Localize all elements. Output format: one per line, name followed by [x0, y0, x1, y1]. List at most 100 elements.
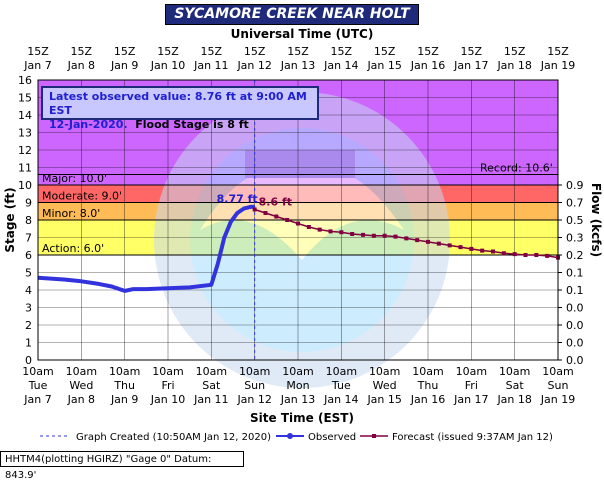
forecast-point — [350, 232, 355, 236]
chart-title: SYCAMORE CREEK NEAR HOLT — [165, 4, 419, 25]
bottom-tick-time: 10am — [152, 365, 183, 378]
observed-peak-label: 8.77 ft — [217, 193, 258, 206]
latest-value-line1: Latest observed value: 8.76 ft at 9:00 A… — [49, 90, 307, 117]
threshold-label-major: Major: 10.0' — [42, 172, 107, 185]
top-tick-utc: 15Z — [461, 45, 483, 58]
y-tick-label: 14 — [18, 109, 32, 122]
left-axis-label: Stage (ft) — [3, 187, 17, 252]
bottom-tick-date: Jan 11 — [193, 393, 228, 406]
forecast-point — [436, 241, 441, 246]
bottom-tick-time: 10am — [369, 365, 400, 378]
flow-tick-label: 0.5 — [566, 214, 584, 227]
y-tick-label: 4 — [25, 284, 32, 297]
bottom-tick-day: Sat — [506, 379, 525, 392]
threshold-label-moderate: Moderate: 9.0' — [42, 190, 122, 203]
top-tick-utc: 15Z — [244, 45, 266, 58]
forecast-point — [296, 221, 300, 226]
top-tick-utc: 15Z — [201, 45, 223, 58]
top-tick-utc: 15Z — [27, 45, 49, 58]
bottom-tick-day: Sun — [548, 379, 569, 392]
y-tick-label: 7 — [25, 232, 32, 245]
forecast-point — [458, 245, 463, 250]
forecast-point — [339, 230, 344, 235]
bottom-tick-date: Jan 7 — [23, 393, 51, 406]
threshold-label-minor: Minor: 8.0' — [42, 207, 100, 220]
y-tick-label: 12 — [18, 144, 32, 157]
forecast-point — [285, 218, 290, 222]
forecast-point — [382, 233, 387, 238]
forecast-point — [415, 238, 420, 243]
top-tick-date: Jan 18 — [496, 59, 531, 72]
top-tick-date: Jan 7 — [23, 59, 51, 72]
top-tick-date: Jan 12 — [236, 59, 271, 72]
legend-observed-label: Observed — [308, 432, 356, 443]
forecast-start-label: 8.6 ft — [259, 196, 292, 209]
bottom-tick-time: 10am — [326, 365, 357, 378]
bottom-tick-time: 10am — [239, 365, 270, 378]
bottom-tick-day: Tue — [28, 379, 48, 392]
bottom-tick-day: Thu — [417, 379, 439, 392]
bottom-tick-date: Jan 14 — [323, 393, 358, 406]
forecast-point — [534, 253, 539, 257]
forecast-point — [469, 246, 474, 251]
forecast-point — [317, 227, 322, 232]
flood-stage-text: Flood Stage is 8 ft — [135, 118, 249, 131]
bottom-tick-time: 10am — [542, 365, 573, 378]
seal-noaa-block — [245, 150, 355, 178]
top-tick-utc: 15Z — [71, 45, 93, 58]
bottom-tick-day: Fri — [465, 379, 478, 392]
flow-tick-label: 0.7 — [566, 197, 584, 210]
gage-datum-footer: HHTM4(plotting HGIRZ) "Gage 0" Datum: 84… — [0, 451, 244, 481]
latest-value-box: Latest observed value: 8.76 ft at 9:00 A… — [41, 86, 319, 131]
top-tick-date: Jan 16 — [410, 59, 445, 72]
bottom-tick-date: Jan 9 — [110, 393, 138, 406]
y-tick-label: 10 — [18, 179, 32, 192]
flow-tick-label: 0.0 — [566, 337, 584, 350]
y-tick-label: 5 — [25, 267, 32, 280]
bottom-tick-date: Jan 13 — [280, 393, 315, 406]
top-tick-date: Jan 8 — [67, 59, 95, 72]
bottom-tick-time: 10am — [109, 365, 140, 378]
bottom-tick-day: Thu — [113, 379, 135, 392]
seal-bird-shape — [200, 169, 404, 260]
threshold-label-record: Record: 10.6' — [480, 162, 553, 175]
bottom-axis-label: Site Time (EST) — [250, 411, 354, 425]
hydrograph-chart: Action: 6.0' Minor: 8.0' Moderate: 9.0' Maj… — [3, 27, 603, 443]
noaa-seal-watermark — [154, 92, 450, 388]
observed-series-line — [37, 204, 255, 293]
bottom-tick-time: 10am — [499, 365, 530, 378]
bottom-tick-day: Tue — [331, 379, 351, 392]
flow-tick-label: 0.0 — [566, 302, 584, 315]
flow-tick-label: 0.1 — [566, 267, 584, 280]
forecast-point — [501, 251, 506, 256]
bottom-tick-time: 10am — [456, 365, 487, 378]
bottom-tick-time: 10am — [196, 365, 227, 378]
forecast-point — [263, 211, 268, 215]
bottom-tick-date: Jan 15 — [366, 393, 401, 406]
forecast-point — [545, 253, 550, 258]
top-axis-label: Universal Time (UTC) — [231, 27, 374, 41]
top-tick-utc: 15Z — [547, 45, 569, 58]
bottom-tick-time: 10am — [282, 365, 313, 378]
flow-tick-label: 0.3 — [566, 232, 584, 245]
top-tick-date: Jan 9 — [110, 59, 138, 72]
forecast-point — [306, 225, 311, 229]
y-tick-label: 1 — [25, 337, 32, 350]
bottom-tick-day: Fri — [161, 379, 174, 392]
bottom-tick-date: Jan 17 — [453, 393, 488, 406]
forecast-point — [274, 214, 279, 219]
flow-tick-label: 0.0 — [566, 354, 584, 367]
bottom-tick-date: Jan 8 — [67, 393, 95, 406]
y-tick-label: 0 — [25, 354, 32, 367]
bottom-tick-time: 10am — [22, 365, 53, 378]
top-tick-utc: 15Z — [374, 45, 396, 58]
top-tick-utc: 15Z — [157, 45, 179, 58]
forecast-point — [252, 207, 257, 212]
y-tick-label: 2 — [25, 319, 32, 332]
legend-observed-marker — [287, 433, 293, 439]
bottom-tick-day: Mon — [286, 379, 309, 392]
bottom-tick-date: Jan 18 — [496, 393, 531, 406]
y-tick-label: 9 — [25, 197, 32, 210]
forecast-point — [393, 234, 398, 239]
y-tick-label: 11 — [18, 162, 32, 175]
